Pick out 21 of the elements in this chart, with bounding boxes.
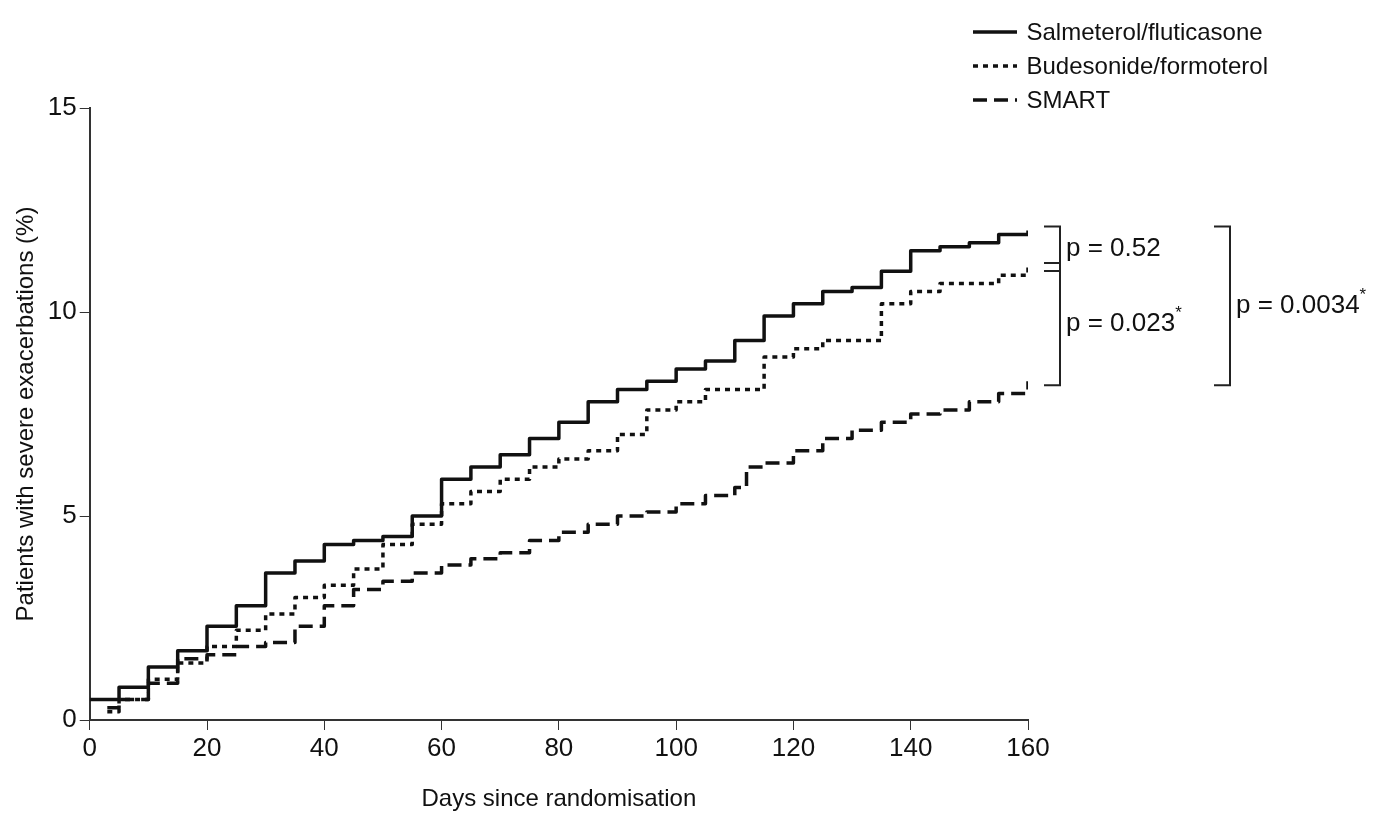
text: p = 0.52: [1066, 231, 1161, 262]
legend-label: Budesonide/formoterol: [1026, 52, 1268, 80]
legend-label: Salmeterol/fluticasone: [1026, 18, 1263, 46]
legend-label: SMART: [1026, 86, 1111, 114]
y-tick-label: 5: [62, 499, 77, 530]
x-tick-label: 140: [889, 731, 933, 762]
x-tick-label: 80: [544, 731, 574, 762]
text: p = 0.023*: [1066, 303, 1183, 338]
x-tick-label: 120: [771, 731, 816, 762]
y-axis-title: Patients with severe exacerbations (%): [11, 206, 39, 622]
x-tick-label: 100: [654, 731, 698, 762]
text: p = 0.0034*: [1236, 285, 1367, 320]
y-tick-label: 15: [47, 91, 77, 122]
x-axis-title: Days since randomisation: [421, 784, 697, 812]
x-tick-label: 40: [309, 731, 339, 762]
y-tick-label: 10: [47, 295, 77, 326]
x-tick-label: 160: [1006, 731, 1050, 762]
x-tick-label: 60: [427, 731, 457, 762]
y-tick-label: 0: [62, 703, 77, 734]
x-tick-label: 0: [82, 731, 97, 762]
x-tick-label: 20: [192, 731, 222, 762]
